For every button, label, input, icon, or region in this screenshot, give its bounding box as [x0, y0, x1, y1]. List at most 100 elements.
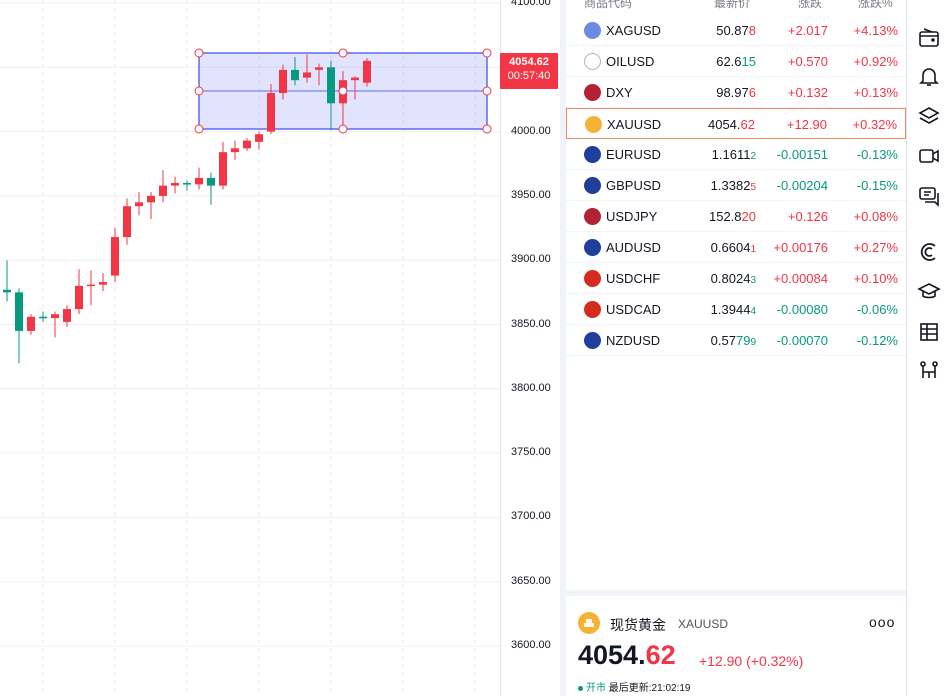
price-axis[interactable]: 4100.004050.004000.003950.003900.003850.… [500, 0, 560, 696]
rectangle-handle[interactable] [194, 48, 204, 58]
watchlist-last-price: 0.66041 [711, 240, 756, 255]
rectangle-handle[interactable] [482, 124, 492, 134]
tree-icon[interactable] [917, 358, 941, 382]
candle-up[interactable] [147, 192, 155, 220]
last-price-fraction: 3 [750, 275, 756, 286]
candle-down[interactable] [39, 311, 47, 322]
layers-icon[interactable] [917, 104, 941, 128]
candle-up[interactable] [123, 198, 131, 245]
candle-up[interactable] [99, 273, 107, 292]
target-icon[interactable] [917, 240, 941, 264]
candle-up[interactable] [363, 58, 371, 87]
candle-body [183, 183, 191, 185]
candle-up[interactable] [315, 63, 323, 86]
candle-up[interactable] [267, 84, 275, 135]
candle-up[interactable] [279, 64, 287, 100]
candle-up[interactable] [27, 314, 35, 335]
header-change[interactable]: 涨跌 [798, 0, 823, 10]
watchlist-percent: +0.27% [853, 240, 898, 255]
us-ch-flag-icon [584, 270, 601, 287]
watchlist-percent: +0.10% [853, 271, 898, 286]
candle-body [327, 67, 335, 104]
watchlist-symbol: OILUSD [606, 54, 655, 69]
watchlist-percent: -0.12% [856, 333, 898, 348]
candle-up[interactable] [51, 311, 59, 338]
video-icon[interactable] [917, 144, 941, 168]
candle-body [195, 177, 203, 185]
candle-up[interactable] [255, 131, 263, 150]
chart-pane[interactable] [0, 0, 500, 696]
watchlist-last-price: 50.878 [716, 23, 756, 38]
candle-body [315, 67, 323, 70]
rectangle-handle[interactable] [194, 124, 204, 134]
rectangle-handle[interactable] [338, 124, 348, 134]
watchlist-row-usdcad[interactable]: USDCAD 1.39444 -0.00080 -0.06% [566, 294, 906, 325]
candle-body [207, 177, 215, 186]
watchlist-percent: -0.13% [856, 147, 898, 162]
watchlist-symbol: USDCAD [606, 302, 661, 317]
watchlist-change: +0.00176 [773, 240, 828, 255]
candle-up[interactable] [231, 140, 239, 160]
watchlist-row-usdchf[interactable]: USDCHF 0.80243 +0.00084 +0.10% [566, 263, 906, 294]
candle-up[interactable] [87, 270, 95, 306]
watchlist-row-xauusd[interactable]: XAUUSD 4054.62 +12.90 +0.32% [566, 108, 906, 139]
candle-body [279, 69, 287, 94]
watchlist-row-oilusd[interactable]: OILUSD 62.615 +0.570 +0.92% [566, 46, 906, 77]
candle-up[interactable] [159, 170, 167, 203]
table-icon[interactable] [917, 320, 941, 344]
panel-divider[interactable] [560, 0, 566, 696]
header-percent[interactable]: 涨跌% [858, 0, 893, 10]
watchlist-row-usdjpy[interactable]: USDJPY 152.820 +0.126 +0.08% [566, 201, 906, 232]
watchlist-row-dxy[interactable]: DXY 98.976 +0.132 +0.13% [566, 77, 906, 108]
candle-down[interactable] [327, 60, 335, 131]
header-symbol[interactable]: 商品代码 [584, 0, 633, 10]
watchlist-symbol: AUDUSD [606, 240, 661, 255]
watchlist-change: -0.00080 [776, 302, 828, 317]
watchlist-row-nzdusd[interactable]: NZDUSD 0.57799 -0.00070 -0.12% [566, 325, 906, 356]
candle-body [27, 316, 35, 331]
bell-icon[interactable] [917, 64, 941, 88]
candle-up[interactable] [351, 76, 359, 100]
watchlist-row-gbpusd[interactable]: GBPUSD 1.33825 -0.00204 -0.15% [566, 170, 906, 201]
candle-up[interactable] [111, 228, 119, 283]
header-last[interactable]: 最新价 [714, 0, 751, 10]
panel-divider-horizontal[interactable] [566, 590, 906, 596]
rectangle-handle[interactable] [338, 48, 348, 58]
candle-down[interactable] [207, 172, 215, 205]
candle-down[interactable] [3, 260, 11, 302]
more-options-icon[interactable]: ooo [869, 614, 896, 630]
candle-up[interactable] [135, 192, 143, 216]
last-price-highlight: 62 [740, 117, 755, 132]
watchlist-change: +0.570 [787, 54, 828, 69]
watchlist-row-eurusd[interactable]: EURUSD 1.16112 -0.00151 -0.13% [566, 139, 906, 170]
rectangle-handle[interactable] [482, 86, 492, 96]
watchlist-percent: +0.32% [852, 117, 897, 132]
candle-up[interactable] [171, 176, 179, 194]
watchlist-panel: 商品代码 最新价 涨跌 涨跌% XAGUSD 50.878 +2.017 +4.13%… [566, 0, 906, 590]
candle-up[interactable] [243, 138, 251, 151]
rectangle-center-handle[interactable] [338, 86, 348, 96]
rectangle-handle[interactable] [482, 48, 492, 58]
graduation-cap-icon[interactable] [917, 280, 941, 304]
market-status: 开市 最后更新:21:02:19 [578, 679, 691, 694]
last-price-main: 1.3382 [710, 178, 751, 193]
watchlist-change: -0.00204 [776, 178, 828, 193]
candle-up[interactable] [63, 305, 71, 328]
candlestick-chart[interactable] [0, 0, 500, 696]
candle-up[interactable] [75, 269, 83, 315]
symbol-name: 现货黄金 [610, 617, 666, 633]
rectangle-handle[interactable] [194, 86, 204, 96]
watchlist-change: +0.132 [787, 85, 828, 100]
candle-down[interactable] [15, 288, 23, 364]
candle-body [255, 134, 263, 142]
watchlist-row-audusd[interactable]: AUDUSD 0.66041 +0.00176 +0.27% [566, 232, 906, 263]
candle-up[interactable] [303, 54, 311, 83]
candle-up[interactable] [195, 167, 203, 190]
candle-up[interactable] [219, 141, 227, 190]
candle-down[interactable] [183, 180, 191, 191]
watchlist-row-xagusd[interactable]: XAGUSD 50.878 +2.017 +4.13% [566, 15, 906, 46]
candle-down[interactable] [291, 57, 299, 86]
chat-icon[interactable] [917, 184, 941, 208]
watchlist-change: +0.126 [787, 209, 828, 224]
wallet-icon[interactable] [917, 26, 941, 50]
